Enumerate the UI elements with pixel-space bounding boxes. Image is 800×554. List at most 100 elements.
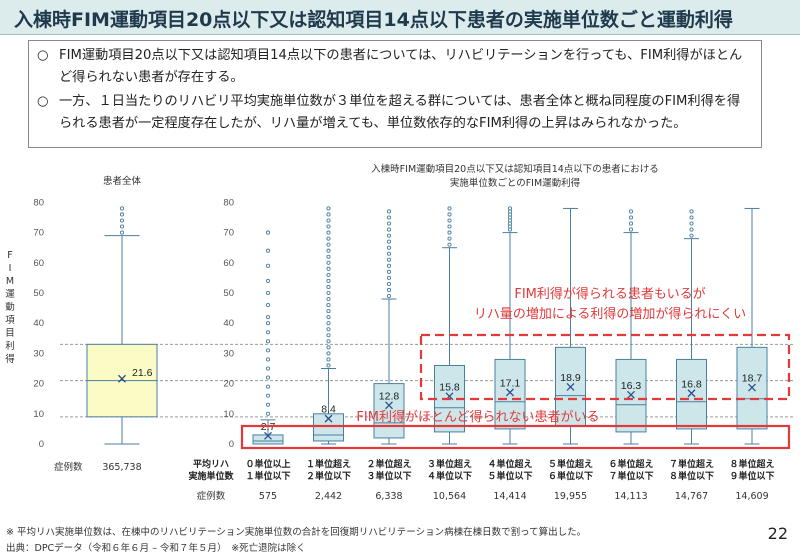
group-1-outlier <box>265 384 271 389</box>
overall-outlier <box>119 224 125 229</box>
group-1-outlier <box>265 375 271 380</box>
group-2-outlier <box>326 260 331 265</box>
group-3-count: 6,338 <box>375 491 402 502</box>
group-1-outlier <box>265 303 271 308</box>
y-tick-left-30: 30 <box>33 348 44 359</box>
group-2-outlier <box>326 345 331 350</box>
group-3-label-line2: ３単位以下 <box>366 470 411 482</box>
group-9-label-line2: ９単位以下 <box>729 470 774 482</box>
group-4-label-line2: ４単位以下 <box>427 470 472 482</box>
overall-mean-marker <box>118 374 126 383</box>
group-4-label-line1: ３単位超え <box>427 458 472 470</box>
group-2-count: 2,442 <box>315 491 342 502</box>
group-8-mean-marker <box>687 389 696 398</box>
group-1-label-line1: ０単位以上 <box>245 458 290 470</box>
annotation-dashed-box <box>419 333 791 401</box>
group-6-label-line2: ６単位以下 <box>548 470 593 482</box>
group-2-mean-label: 8.4 <box>321 404 336 416</box>
y-tick-left-10: 10 <box>33 409 44 420</box>
group-9-count: 14,609 <box>735 491 768 502</box>
group-1-outlier <box>265 321 271 326</box>
right-panel-title-line2: 実施単位数ごとのFIM運動利得 <box>450 177 581 189</box>
overall-outlier <box>119 206 125 211</box>
group-2-outlier <box>326 351 331 356</box>
y-tick-right-50: 50 <box>223 288 234 299</box>
group-3-outlier <box>386 221 392 226</box>
group-7-outlier <box>628 227 634 232</box>
group-3-outlier <box>386 251 392 256</box>
group-4-mean-label: 15.8 <box>439 381 460 393</box>
overall-count-label: 症例数 <box>54 461 83 473</box>
group-2-outlier <box>326 315 331 320</box>
group-3-outlier <box>386 269 392 274</box>
group-4-outlier <box>447 212 452 217</box>
bullet-1-text: FIM運動項目20点以下又は認知項目14点以下の患者については、リハビリテーショ… <box>59 48 743 85</box>
y-tick-right-20: 20 <box>223 379 234 390</box>
summary-box: ○ FIM運動項目20点以下又は認知項目14点以下の患者については、リハビリテー… <box>28 40 762 148</box>
overall-mean-label: 21.6 <box>132 367 153 379</box>
group-7-outlier <box>628 221 634 226</box>
group-2-label-line1: １単位超え <box>306 458 351 470</box>
group-2-outlier <box>326 357 331 362</box>
right-panel-title-line1: 入棟時FIM運動項目20点以下又は認知項目14点以下の患者における <box>371 163 659 175</box>
group-2-outlier <box>326 278 331 283</box>
group-4-outlier <box>447 236 452 241</box>
group-5-mean-marker <box>506 388 514 397</box>
group-9-mean-label: 18.7 <box>742 373 763 385</box>
group-3-outlier <box>386 281 392 286</box>
bullet-2-mark: ○ <box>37 94 49 109</box>
group-3-box <box>373 383 405 439</box>
group-8-outlier <box>689 227 694 232</box>
group-2-label-line2: ２単位以下 <box>306 470 351 482</box>
group-1-outlier <box>265 263 271 268</box>
group-4-outlier <box>447 224 452 229</box>
group-2-outlier <box>326 333 331 338</box>
group-1-outlier <box>265 278 271 283</box>
group-3-outlier <box>386 263 392 268</box>
group-8-outlier <box>689 233 694 238</box>
y-tick-right-10: 10 <box>223 409 234 420</box>
group-1-outlier <box>265 330 271 335</box>
overall-outlier <box>119 218 125 223</box>
y-axis-label-char: 得 <box>5 353 15 365</box>
y-tick-right-0: 0 <box>229 439 234 450</box>
overall-count: 365,738 <box>102 462 141 473</box>
y-tick-left-20: 20 <box>33 379 44 390</box>
y-tick-right-80: 80 <box>223 197 234 208</box>
y-axis-label-char: M <box>6 276 14 287</box>
left-panel-title: 患者全体 <box>103 175 142 187</box>
group-7-outlier <box>628 215 634 220</box>
group-7-count: 14,113 <box>614 491 647 502</box>
group-4-outlier <box>447 218 452 223</box>
group-8-mean-label: 16.8 <box>681 378 702 390</box>
group-1-outlier <box>265 348 271 353</box>
group-3-outlier <box>386 227 392 232</box>
group-8-count: 14,767 <box>675 491 708 502</box>
title-bar: 入棟時FIM運動項目20点以下又は認知項目14点以下患者の実施単位数ごと運動利得 <box>0 0 800 35</box>
x-header-line1: 平均リハ <box>193 458 229 470</box>
annotation-upper-line1: FIM利得が得られる患者もいるが <box>514 286 705 302</box>
group-3-outlier <box>386 233 392 238</box>
group-3-outlier <box>386 245 392 250</box>
group-8-label-line1: ７単位超え <box>669 458 714 470</box>
group-1-outlier <box>265 393 271 398</box>
group-2-outlier <box>326 224 331 229</box>
group-2-outlier <box>326 303 331 308</box>
group-7-label-line1: ６単位超え <box>608 458 653 470</box>
y-tick-left-80: 80 <box>33 197 44 208</box>
group-1-outlier <box>265 290 271 296</box>
y-tick-right-40: 40 <box>223 318 234 329</box>
group-1-outlier <box>265 248 271 253</box>
y-tick-right-70: 70 <box>223 228 234 239</box>
group-2-outlier <box>326 321 331 326</box>
group-3-outlier <box>386 293 392 299</box>
group-2-outlier <box>326 206 331 211</box>
annotation-solid-box <box>240 424 791 450</box>
group-2-outlier <box>326 272 331 277</box>
group-5-count: 14,414 <box>493 491 526 502</box>
group-2-outlier <box>326 290 331 296</box>
group-9-label-line1: ８単位超え <box>729 458 774 470</box>
y-axis-label-char: 目 <box>5 328 15 339</box>
group-2-outlier <box>326 254 331 259</box>
group-3-outlier <box>386 209 392 214</box>
